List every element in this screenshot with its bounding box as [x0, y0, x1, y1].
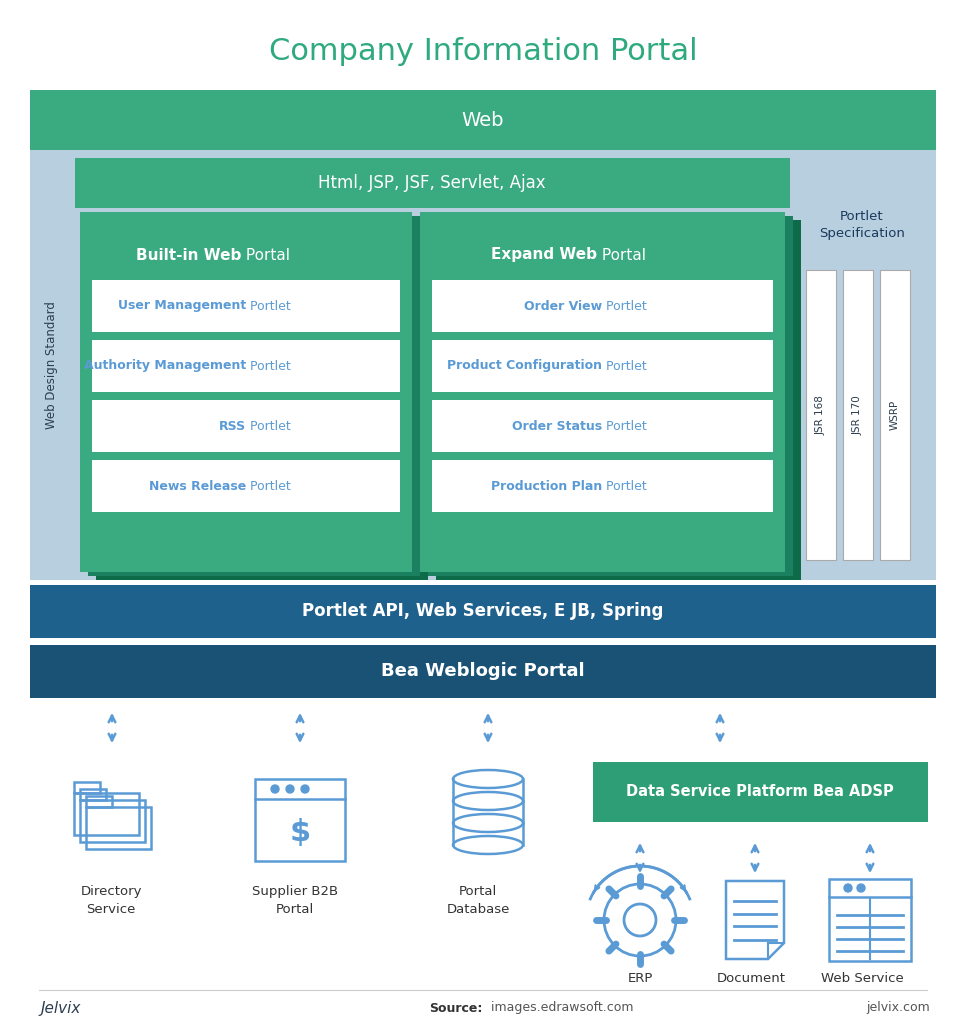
Text: Portlet: Portlet	[246, 420, 291, 432]
Text: Expand Web: Expand Web	[491, 248, 597, 262]
FancyBboxPatch shape	[92, 460, 400, 512]
Text: Authority Management: Authority Management	[84, 359, 246, 372]
FancyBboxPatch shape	[436, 220, 801, 580]
Text: Portlet API, Web Services, E JB, Spring: Portlet API, Web Services, E JB, Spring	[302, 602, 664, 620]
FancyBboxPatch shape	[92, 400, 400, 452]
Text: Supplier B2B
Portal: Supplier B2B Portal	[251, 885, 338, 916]
Text: RSS: RSS	[219, 420, 246, 432]
FancyBboxPatch shape	[30, 150, 936, 580]
FancyBboxPatch shape	[80, 212, 412, 572]
FancyBboxPatch shape	[432, 340, 773, 392]
FancyBboxPatch shape	[30, 645, 936, 698]
FancyBboxPatch shape	[795, 155, 930, 580]
Text: Portlet: Portlet	[602, 299, 647, 313]
Text: Html, JSP, JSF, Servlet, Ajax: Html, JSP, JSF, Servlet, Ajax	[318, 174, 546, 192]
FancyBboxPatch shape	[880, 270, 910, 560]
Text: Jelvix: Jelvix	[40, 1000, 80, 1016]
Text: $: $	[290, 817, 311, 847]
Text: News Release: News Release	[149, 480, 246, 493]
FancyBboxPatch shape	[806, 270, 836, 560]
Text: JSR 170: JSR 170	[853, 395, 863, 435]
Text: Order View: Order View	[524, 299, 602, 313]
Text: jelvix.com: jelvix.com	[867, 1001, 930, 1015]
Text: Product Configuration: Product Configuration	[447, 359, 602, 372]
Text: Portlet: Portlet	[246, 299, 291, 313]
FancyBboxPatch shape	[432, 400, 773, 452]
Text: Data Service Platform Bea ADSP: Data Service Platform Bea ADSP	[626, 784, 894, 800]
Text: Portal
Database: Portal Database	[446, 885, 510, 916]
Text: Company Information Portal: Company Information Portal	[269, 37, 697, 67]
FancyBboxPatch shape	[432, 280, 773, 332]
Text: ERP: ERP	[628, 972, 653, 985]
FancyBboxPatch shape	[843, 270, 873, 560]
Text: Portlet: Portlet	[602, 480, 647, 493]
Text: JSR 168: JSR 168	[816, 395, 826, 435]
Text: images.edrawsoft.com: images.edrawsoft.com	[487, 1001, 634, 1015]
Text: Bea Weblogic Portal: Bea Weblogic Portal	[382, 662, 584, 680]
FancyBboxPatch shape	[593, 762, 928, 822]
FancyBboxPatch shape	[30, 90, 936, 150]
Text: Built-in Web: Built-in Web	[135, 248, 241, 262]
FancyBboxPatch shape	[428, 216, 793, 576]
FancyBboxPatch shape	[420, 212, 785, 572]
FancyBboxPatch shape	[432, 460, 773, 512]
FancyBboxPatch shape	[92, 280, 400, 332]
Text: Portlet: Portlet	[246, 480, 291, 493]
Text: WSRP: WSRP	[890, 400, 900, 430]
Text: Document: Document	[717, 972, 786, 985]
Text: Portlet: Portlet	[602, 420, 647, 432]
Text: Source:: Source:	[430, 1001, 483, 1015]
Text: User Management: User Management	[118, 299, 246, 313]
Text: Directory
Service: Directory Service	[80, 885, 142, 916]
FancyBboxPatch shape	[75, 158, 790, 208]
Text: Portal: Portal	[241, 248, 290, 262]
Text: Portlet
Specification: Portlet Specification	[819, 210, 905, 241]
FancyBboxPatch shape	[30, 150, 75, 580]
Circle shape	[857, 884, 865, 892]
FancyBboxPatch shape	[88, 216, 420, 576]
Text: Portal: Portal	[597, 248, 646, 262]
Text: Production Plan: Production Plan	[491, 480, 602, 493]
FancyBboxPatch shape	[96, 220, 428, 580]
Text: Order Status: Order Status	[512, 420, 602, 432]
Text: Web: Web	[462, 110, 504, 130]
Circle shape	[271, 785, 279, 793]
FancyBboxPatch shape	[92, 340, 400, 392]
Text: Web Design Standard: Web Design Standard	[45, 301, 59, 429]
FancyBboxPatch shape	[30, 586, 936, 638]
Circle shape	[301, 785, 309, 793]
Text: Portlet: Portlet	[246, 359, 291, 372]
Text: Portlet: Portlet	[602, 359, 647, 372]
Circle shape	[844, 884, 852, 892]
Text: Web Service: Web Service	[821, 972, 904, 985]
Circle shape	[286, 785, 294, 793]
